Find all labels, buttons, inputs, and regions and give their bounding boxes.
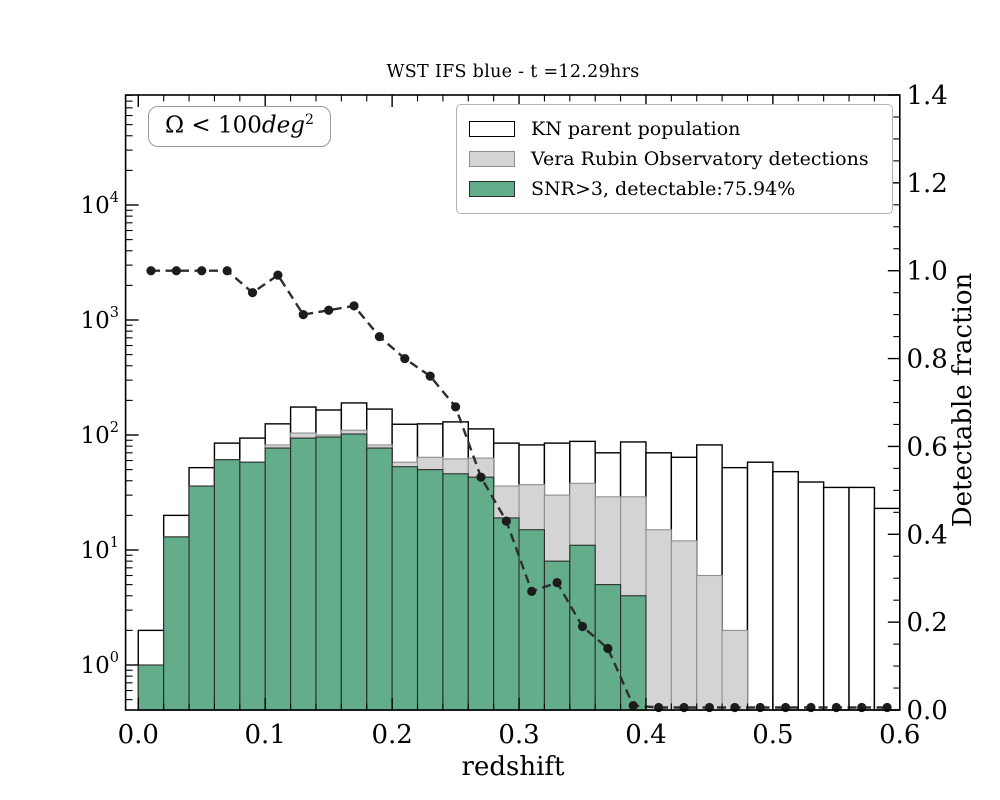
fraction-marker [324,305,334,315]
legend: KN parent population Vera Rubin Observat… [456,104,893,214]
fraction-marker [501,516,511,526]
omega-annotation-unit: deg [261,112,305,139]
x-tick-label: 0.0 [118,720,159,750]
bar [518,529,545,711]
right-tick-label: 0.6 [907,432,948,462]
bar [137,664,165,711]
fraction-marker [450,402,461,412]
fraction-marker [298,310,308,320]
bar [822,486,850,711]
bar [366,447,393,711]
fraction-marker [603,643,613,654]
right-tick-label: 0.8 [907,345,948,375]
left-tick-label: 100 [80,650,119,679]
fraction-marker [273,270,283,280]
x-tick-label: 0.2 [371,720,412,750]
right-tick-label: 1.2 [907,169,948,199]
bar [315,436,342,711]
bar [442,473,469,711]
bar [493,517,520,711]
fraction-marker [171,266,181,276]
legend-swatch-parent [469,121,515,137]
bar [467,476,495,711]
left-tick-label: 104 [80,190,119,219]
bar [746,461,774,711]
left-tick-label: 102 [80,420,119,449]
right-tick-label: 0.4 [907,520,948,550]
right-tick-label: 1.4 [907,81,948,111]
fraction-marker [197,266,207,276]
bar [797,481,825,711]
bar [620,595,647,711]
legend-label-snr: SNR>3, detectable:75.94% [531,178,796,200]
right-tick-label: 0.2 [907,608,948,638]
legend-label-parent: KN parent population [531,118,741,140]
legend-swatch-rubin [469,151,515,167]
bar [163,536,190,711]
left-tick-label: 101 [80,535,119,564]
x-tick-label: 0.3 [498,720,539,750]
fraction-marker [628,701,638,711]
right-tick-label: 1.0 [907,257,948,287]
bar [873,507,901,711]
fraction-marker [374,332,385,342]
ticks [125,94,901,711]
legend-item-rubin: Vera Rubin Observatory detections [469,144,882,174]
legend-item-parent: KN parent population [469,114,882,144]
right-tick-label: 0.0 [907,696,948,726]
left-tick-label: 103 [80,305,119,334]
fraction-marker [247,288,258,298]
fraction-marker [425,371,435,381]
x-tick-label: 0.1 [245,720,286,750]
bar [213,459,241,711]
bar [645,529,672,711]
tick-labels: 0.0 0.1 0.2 0.3 0.4 0.5 0.60.00.20.40.60.81.01… [80,81,947,750]
omega-annotation-exponent: 2 [304,112,314,128]
legend-label-rubin: Vera Rubin Observatory detections [531,148,869,170]
fraction-marker [527,586,537,596]
fraction-marker [222,266,232,276]
bar [391,466,419,711]
fraction-marker [552,578,562,588]
bar [772,470,799,711]
omega-annotation-text: Ω < 100 [165,112,262,139]
chart-title: WST IFS blue - t =12.29hrs [386,62,640,82]
right-axis-label: Detectable fraction [948,272,978,528]
bar [416,469,444,711]
fraction-marker [400,353,410,364]
x-tick-label: 0.4 [625,720,666,750]
bar [264,447,292,711]
fraction-marker [349,301,359,311]
fraction-marker [577,621,588,632]
x-axis-label: redshift [461,752,565,782]
bar [721,629,749,711]
x-tick-label: 0.5 [752,720,793,750]
bar [239,461,266,711]
x-tick-label: 0.6 [879,720,920,750]
bar [340,433,368,711]
legend-item-snr: SNR>3, detectable:75.94% [469,174,882,204]
bar [290,437,317,711]
legend-swatch-snr [469,181,515,197]
fraction-marker [476,472,486,482]
fraction-marker [146,266,156,276]
bar [848,486,876,711]
bar [188,485,215,711]
omega-annotation: Ω < 100deg2 [148,106,331,147]
bar [696,574,723,711]
bar [670,540,698,711]
